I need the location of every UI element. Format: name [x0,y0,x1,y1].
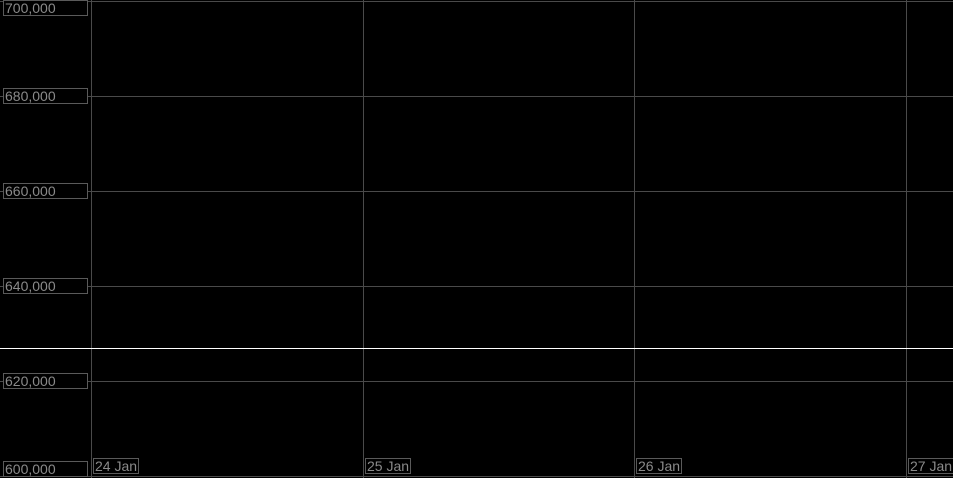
x-tick-label: 27 Jan [908,458,953,474]
y-tick-label: 640,000 [3,278,88,294]
x-tick-label: 26 Jan [636,458,683,474]
x-tick-label: 24 Jan [93,458,140,474]
y-tick-label: 700,000 [3,0,88,16]
x-tick-label: 25 Jan [365,458,412,474]
y-tick-label: 680,000 [3,88,88,104]
y-tick-label: 600,000 [3,461,88,477]
y-tick-label: 620,000 [3,373,88,389]
y-tick-label: 660,000 [3,183,88,199]
